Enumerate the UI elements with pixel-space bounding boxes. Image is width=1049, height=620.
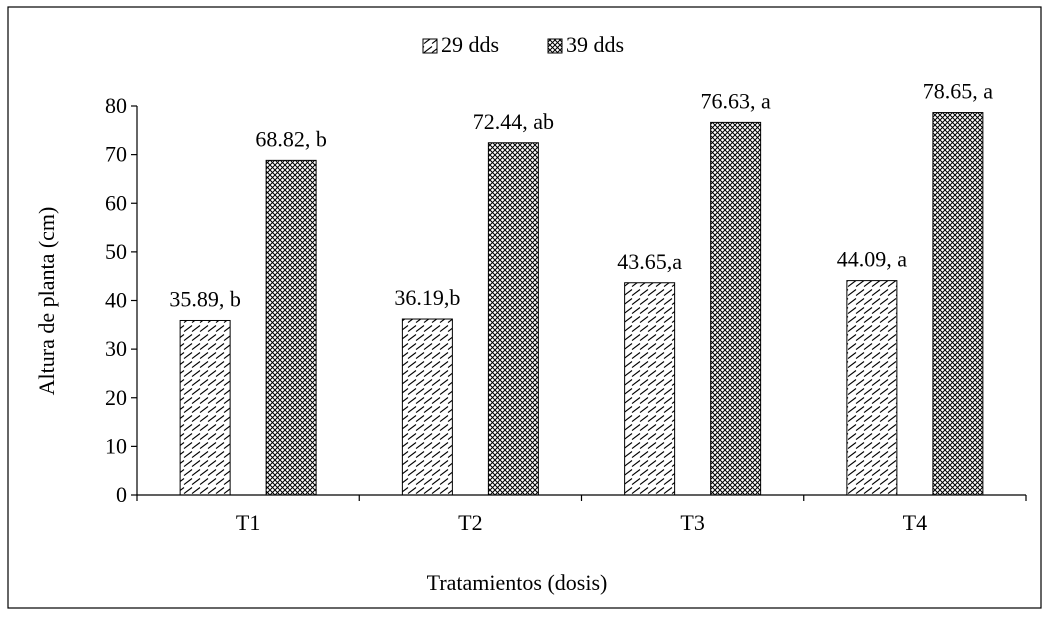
bar — [846, 280, 898, 496]
bar — [710, 121, 762, 496]
data-label: 72.44, ab — [473, 109, 554, 134]
y-tick-label: 60 — [105, 190, 127, 215]
x-axis: T1 T2 T3 T4 — [136, 494, 1027, 535]
bar — [265, 159, 317, 496]
data-label: 76.63, a — [700, 88, 771, 113]
x-tick-label: T4 — [903, 510, 927, 535]
legend-label: 29 dds — [441, 32, 499, 57]
y-tick-label: 70 — [105, 142, 127, 167]
legend-swatch — [547, 38, 563, 54]
y-tick-label: 30 — [105, 336, 127, 361]
bars: 35.89, b 68.82, b 36.19,b 72.44, ab 43.65,a 7… — [169, 79, 994, 496]
y-tick-label: 80 — [105, 93, 127, 118]
bar — [932, 112, 984, 496]
data-label: 68.82, b — [255, 126, 327, 151]
data-label: 36.19,b — [394, 285, 460, 310]
x-axis-label: Tratamientos (dosis) — [427, 570, 608, 595]
y-tick-label: 0 — [116, 482, 127, 507]
data-label: 78.65, a — [923, 79, 994, 104]
bar — [624, 282, 676, 496]
legend-label: 39 dds — [566, 32, 624, 57]
y-tick-label: 20 — [105, 385, 127, 410]
legend: 29 dds 39 dds — [422, 32, 624, 57]
y-tick-label: 10 — [105, 433, 127, 458]
data-label: 43.65,a — [617, 249, 682, 274]
data-label: 44.09, a — [837, 247, 908, 272]
y-axis: 0 10 20 30 40 50 60 70 80 — [105, 93, 138, 507]
bar — [179, 319, 231, 496]
bar — [487, 142, 539, 496]
x-tick-label: T1 — [236, 510, 260, 535]
y-tick-label: 50 — [105, 239, 127, 264]
data-label: 35.89, b — [169, 286, 241, 311]
x-tick-label: T3 — [680, 510, 704, 535]
bar — [401, 318, 453, 496]
legend-swatch — [422, 38, 438, 54]
y-axis-label: Altura de planta (cm) — [34, 207, 59, 396]
y-tick-label: 40 — [105, 288, 127, 313]
x-tick-label: T2 — [458, 510, 482, 535]
